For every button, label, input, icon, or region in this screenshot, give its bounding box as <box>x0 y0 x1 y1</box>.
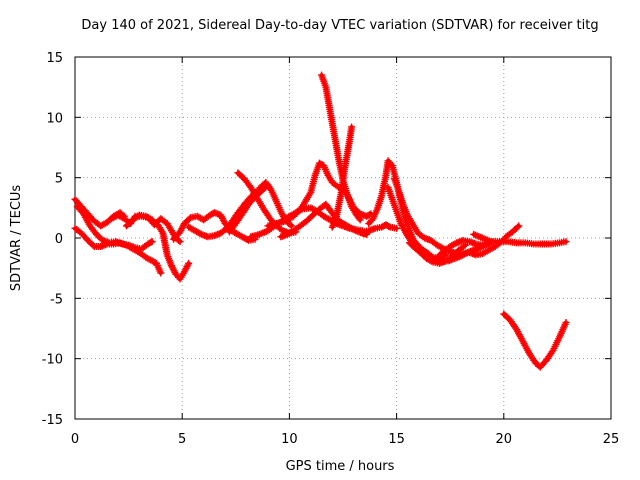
data-point-marker <box>148 238 156 246</box>
series-arc-21 <box>470 230 570 248</box>
y-tick-label: -10 <box>42 353 63 368</box>
data-point-marker <box>157 269 165 277</box>
data-point-marker <box>350 226 358 234</box>
axis-ticks: 0 5 10 15 20 25 -15 -10 -5 0 5 10 15 <box>42 51 620 447</box>
y-axis-label: SDTVAR / TECUs <box>9 185 24 292</box>
x-tick-label: 20 <box>496 432 513 447</box>
data-point-marker <box>562 238 570 246</box>
data-point-marker <box>355 214 363 222</box>
data-point-marker <box>393 224 401 232</box>
data-point-marker <box>147 238 155 246</box>
data-series <box>71 71 570 371</box>
data-point-marker <box>514 223 522 231</box>
series-arc-3 <box>73 203 156 253</box>
y-tick-label: 10 <box>46 111 63 126</box>
data-point-marker <box>356 216 364 224</box>
series-arc-5 <box>122 211 193 283</box>
data-point-marker <box>462 249 470 257</box>
data-point-marker <box>176 238 184 246</box>
data-point-marker <box>196 229 204 237</box>
data-point-marker <box>185 259 193 267</box>
data-point-marker <box>387 160 395 168</box>
series-arc-6 <box>170 209 259 244</box>
series-arc-14 <box>328 123 356 231</box>
data-point-marker <box>515 222 523 230</box>
x-tick-label: 25 <box>603 432 620 447</box>
series-arc-18 <box>390 175 523 259</box>
data-point-marker <box>460 242 468 250</box>
chart-title: Day 140 of 2021, Sidereal Day-to-day VTE… <box>81 18 598 33</box>
data-point-marker <box>89 241 97 249</box>
x-tick-label: 5 <box>178 432 186 447</box>
series-arc-20 <box>433 236 493 261</box>
y-tick-label: -5 <box>50 292 63 307</box>
x-axis-label: GPS time / hours <box>286 459 395 474</box>
data-point-marker <box>451 240 459 248</box>
data-point-marker <box>134 212 142 220</box>
data-point-marker <box>175 236 183 244</box>
data-point-marker <box>562 318 570 326</box>
data-point-marker <box>348 123 356 131</box>
data-point-marker <box>385 222 393 230</box>
x-tick-label: 10 <box>281 432 298 447</box>
data-point-marker <box>548 348 556 356</box>
y-tick-label: 5 <box>55 172 63 187</box>
data-point-marker <box>368 216 376 224</box>
y-tick-label: 0 <box>55 232 63 247</box>
data-point-marker <box>185 215 193 223</box>
y-tick-label: 15 <box>46 51 63 66</box>
y-tick-label: -15 <box>42 413 63 428</box>
series-arc-15 <box>358 221 401 236</box>
data-point-marker <box>286 221 294 229</box>
x-tick-label: 0 <box>71 432 79 447</box>
data-point-marker <box>423 252 431 260</box>
x-tick-label: 15 <box>388 432 405 447</box>
series-arc-22 <box>500 310 570 371</box>
